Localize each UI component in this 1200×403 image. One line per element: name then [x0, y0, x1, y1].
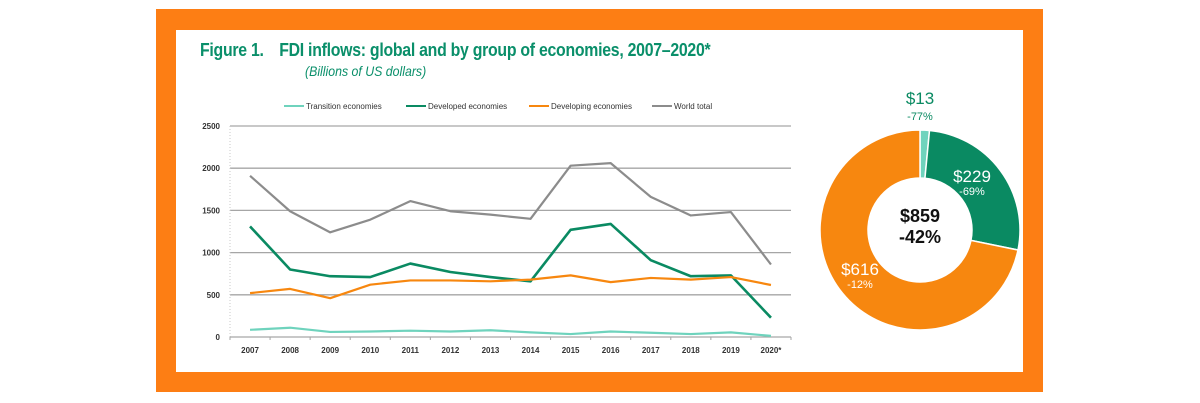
figure-title: Figure 1. FDI inflows: global and by grou…: [200, 40, 711, 61]
y-tick-label: 2500: [202, 122, 220, 131]
x-tick-label: 2019: [722, 346, 740, 355]
slice-change-label: -12%: [847, 279, 873, 291]
legend: Transition economies Developed economies D…: [284, 102, 712, 111]
series-line: [249, 326, 772, 337]
x-tick-label: 2007: [241, 346, 259, 355]
x-tick-label: 2014: [522, 346, 540, 355]
y-tick-label: 1500: [202, 206, 220, 215]
legend-label: Transition economies: [306, 102, 382, 111]
figure-title-text: FDI inflows: global and by group of econ…: [279, 40, 711, 60]
slice-value-label: $616: [841, 260, 879, 279]
x-tick-label: 2015: [562, 346, 580, 355]
x-tick-label: 2009: [321, 346, 339, 355]
x-tick-label: 2020*: [761, 346, 783, 355]
x-tick-label: 2018: [682, 346, 700, 355]
y-tick-label: 2000: [202, 164, 220, 173]
x-tick-label: 2017: [642, 346, 660, 355]
legend-item: Developed economies: [406, 102, 507, 111]
series-layer: [249, 162, 772, 337]
donut-center-total: $859: [900, 206, 940, 226]
x-tick-label: 2012: [441, 346, 459, 355]
slice-change-label: -77%: [907, 111, 933, 123]
x-tick-label: 2008: [281, 346, 299, 355]
figure-subtitle: (Billions of US dollars): [305, 63, 427, 79]
donut-chart: $13 -77% $229-69% $616-12% $859-42%: [819, 89, 1021, 331]
axis-layer: 0 500 1000 1500 2000 2500 2007 2008 2009 2010 2011…: [202, 122, 792, 355]
series-developing: [249, 274, 772, 300]
series-line: [249, 222, 772, 319]
legend-label: Developed economies: [428, 102, 507, 111]
x-tick-label: 2013: [482, 346, 500, 355]
y-tick-label: 0: [216, 333, 221, 342]
legend-item: Transition economies: [284, 102, 382, 111]
legend-label: Developing economies: [551, 102, 632, 111]
series-world: [249, 162, 772, 266]
legend-label: World total: [674, 102, 712, 111]
series-developed: [249, 222, 772, 319]
x-tick-label: 2011: [402, 346, 420, 355]
y-tick-label: 1000: [202, 249, 220, 258]
series-line: [249, 274, 772, 300]
x-tick-label: 2010: [361, 346, 379, 355]
donut-center-change: -42%: [899, 227, 941, 247]
legend-item: Developing economies: [529, 102, 632, 111]
series-transition: [249, 326, 772, 337]
slice-value-label: $13: [906, 89, 934, 108]
donut-slice-developing: [819, 129, 1019, 331]
x-tick-label: 2016: [602, 346, 620, 355]
legend-item: World total: [652, 102, 712, 111]
figure-number: Figure 1.: [200, 40, 264, 60]
donut-slice-developed: [924, 129, 1021, 251]
slice-change-label: -69%: [959, 186, 985, 198]
slice-value-label: $229: [953, 167, 991, 186]
y-tick-label: 500: [207, 291, 221, 300]
series-line: [249, 162, 772, 266]
grid-layer: [230, 125, 791, 296]
